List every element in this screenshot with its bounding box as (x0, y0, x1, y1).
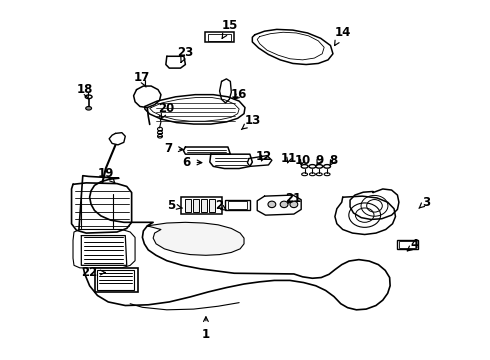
Polygon shape (335, 196, 395, 234)
Text: 1: 1 (202, 317, 210, 341)
Bar (201, 199, 207, 212)
Ellipse shape (280, 201, 288, 208)
Bar (228, 201, 247, 209)
Ellipse shape (290, 201, 298, 208)
Ellipse shape (309, 165, 316, 168)
Text: 9: 9 (315, 154, 323, 167)
Text: 23: 23 (177, 46, 194, 62)
Bar (98, 270, 134, 290)
Polygon shape (247, 156, 272, 166)
Polygon shape (220, 79, 231, 103)
Polygon shape (73, 229, 135, 268)
Polygon shape (166, 56, 185, 68)
Text: 11: 11 (281, 152, 297, 165)
Polygon shape (147, 222, 244, 255)
Text: 18: 18 (76, 83, 93, 99)
Text: 16: 16 (231, 88, 247, 101)
Polygon shape (252, 30, 333, 64)
Text: 21: 21 (285, 192, 301, 205)
Text: 2: 2 (216, 199, 226, 212)
Polygon shape (183, 147, 230, 154)
Polygon shape (134, 86, 161, 108)
Polygon shape (81, 235, 127, 265)
Text: 7: 7 (165, 142, 183, 155)
Text: 19: 19 (98, 167, 115, 183)
Bar (185, 199, 191, 212)
Ellipse shape (268, 201, 276, 208)
Text: 14: 14 (335, 26, 351, 46)
Ellipse shape (301, 165, 308, 168)
Text: 10: 10 (294, 154, 311, 167)
Bar (95, 268, 138, 292)
Bar (193, 199, 199, 212)
Text: 6: 6 (182, 156, 202, 168)
Polygon shape (350, 189, 399, 220)
Text: 4: 4 (407, 238, 419, 251)
Text: 5: 5 (168, 199, 182, 212)
Text: 15: 15 (222, 19, 239, 39)
Bar (209, 199, 215, 212)
Polygon shape (72, 183, 132, 233)
Text: 22: 22 (81, 266, 105, 279)
Polygon shape (109, 133, 125, 145)
Ellipse shape (316, 165, 323, 168)
Text: 20: 20 (158, 103, 174, 119)
Polygon shape (210, 154, 252, 168)
Bar (397, 240, 418, 249)
Text: 12: 12 (255, 150, 271, 163)
Bar (225, 200, 250, 210)
Polygon shape (79, 176, 390, 310)
Text: 3: 3 (419, 196, 430, 209)
Bar (181, 197, 221, 215)
Text: 8: 8 (329, 154, 337, 167)
Ellipse shape (324, 165, 331, 168)
Bar (399, 241, 416, 248)
Bar (208, 34, 231, 41)
Polygon shape (257, 195, 301, 215)
Ellipse shape (85, 95, 92, 99)
Text: 13: 13 (242, 114, 261, 130)
Bar (205, 32, 234, 42)
Polygon shape (145, 95, 245, 124)
Ellipse shape (86, 107, 92, 110)
Text: 17: 17 (133, 71, 149, 87)
